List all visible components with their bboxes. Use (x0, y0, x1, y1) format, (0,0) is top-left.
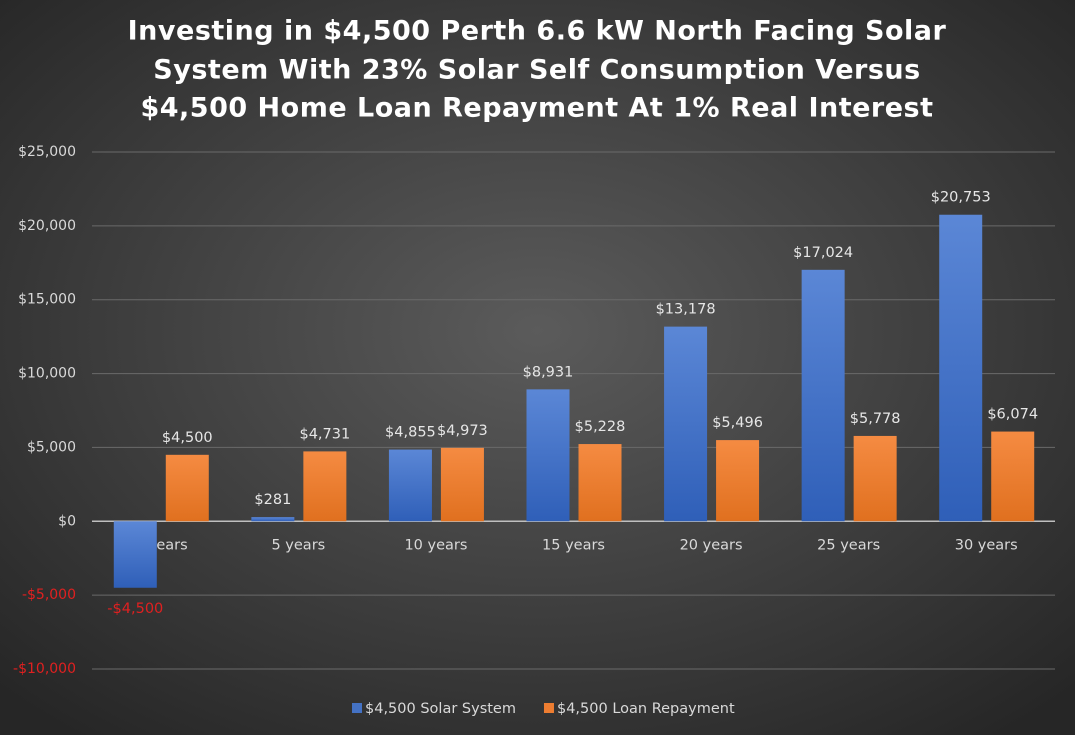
data-label: $5,778 (850, 411, 901, 427)
legend-label: $4,500 Loan Repayment (557, 701, 735, 717)
data-label: $4,855 (385, 425, 436, 441)
bar (303, 451, 347, 522)
bar (113, 521, 157, 588)
y-tick-label: $10,000 (18, 366, 76, 382)
y-tick-label: $25,000 (18, 144, 76, 160)
chart-title: System With 23% Solar Self Consumption V… (153, 55, 920, 86)
chart-title: Investing in $4,500 Perth 6.6 kW North F… (128, 16, 947, 47)
bar (939, 214, 983, 522)
legend-label: $4,500 Solar System (365, 701, 516, 717)
bar (526, 389, 570, 522)
data-label: $281 (254, 492, 291, 508)
data-label: $5,228 (575, 419, 626, 435)
y-tick-label: -$10,000 (13, 661, 76, 677)
legend-swatch (352, 703, 362, 713)
bar (440, 447, 484, 522)
bar (251, 517, 295, 522)
data-label: $20,753 (931, 190, 991, 206)
x-tick-label: 20 years (680, 537, 743, 553)
y-tick-label: $15,000 (18, 292, 76, 308)
chart-title: $4,500 Home Loan Repayment At 1% Real In… (140, 93, 933, 124)
data-label: -$4,500 (107, 601, 163, 617)
x-tick-label: 15 years (542, 537, 605, 553)
x-tick-label: 25 years (817, 537, 880, 553)
data-label: $8,931 (523, 364, 574, 380)
bar (578, 444, 622, 522)
x-tick-label: 10 years (404, 537, 467, 553)
y-tick-label: -$5,000 (22, 587, 76, 603)
bar (664, 326, 708, 522)
data-label: $4,731 (299, 426, 350, 442)
data-label: $17,024 (793, 245, 853, 261)
y-tick-label: $0 (58, 513, 76, 529)
bar (853, 435, 897, 522)
data-label: $5,496 (712, 415, 763, 431)
x-tick-label: 30 years (955, 537, 1018, 553)
bar (801, 269, 845, 522)
data-label: $4,973 (437, 423, 488, 439)
legend-swatch (543, 703, 554, 713)
data-label: $4,500 (162, 430, 213, 446)
y-tick-label: $5,000 (27, 439, 76, 455)
y-tick-label: $20,000 (18, 218, 76, 234)
data-label: $13,178 (656, 302, 716, 318)
x-tick-label: 5 years (271, 537, 325, 553)
bar (716, 440, 760, 522)
bar (165, 454, 209, 522)
bar (991, 431, 1035, 522)
bar (388, 449, 432, 522)
data-label: $6,074 (987, 407, 1038, 423)
